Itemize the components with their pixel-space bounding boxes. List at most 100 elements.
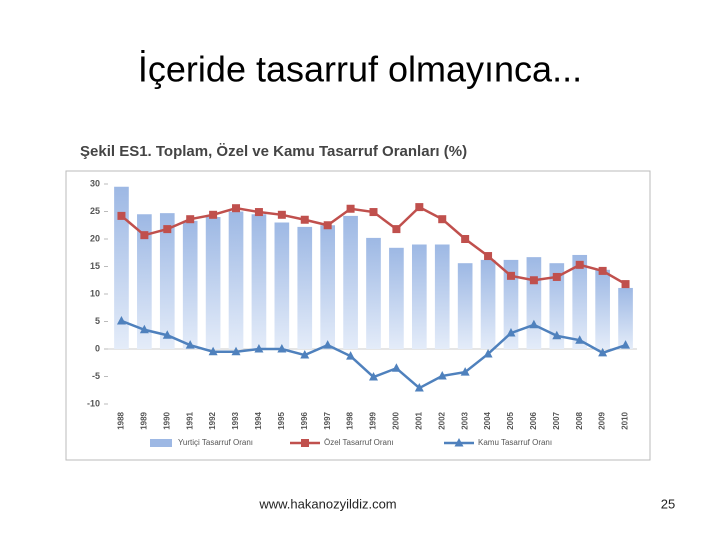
marker (529, 319, 539, 329)
marker (185, 340, 195, 349)
marker (369, 372, 378, 381)
bar (228, 211, 244, 349)
bar (526, 257, 542, 349)
x-tick-label: 1992 (208, 411, 217, 429)
marker (598, 347, 608, 357)
x-tick-label: 1999 (369, 411, 378, 429)
x-tick-label: 1991 (185, 411, 194, 429)
x-tick-label: 2002 (437, 411, 446, 429)
x-tick-label: 1989 (139, 411, 148, 429)
y-tick-label: 10 (90, 288, 100, 298)
marker (621, 280, 630, 289)
page-number: 25 (661, 496, 675, 511)
marker (391, 363, 401, 372)
marker (483, 348, 493, 358)
y-tick-label: 25 (90, 206, 100, 216)
marker (438, 215, 447, 224)
marker (277, 344, 287, 353)
x-tick-label: 1990 (162, 411, 171, 429)
marker (117, 211, 126, 220)
marker (392, 225, 401, 234)
bar (274, 222, 290, 349)
x-tick-label: 2010 (621, 411, 630, 429)
marker (162, 330, 172, 339)
y-tick-label: -5 (92, 371, 100, 381)
bar (389, 247, 404, 349)
marker (277, 210, 286, 219)
bar (297, 226, 313, 349)
x-tick-label: 2006 (529, 411, 538, 429)
bar (457, 263, 473, 349)
x-tick-label: 1988 (117, 411, 126, 429)
marker (186, 215, 195, 224)
marker (461, 235, 470, 243)
marker (415, 203, 424, 212)
bar (618, 287, 633, 349)
marker (139, 324, 149, 334)
marker (208, 346, 218, 356)
marker (232, 204, 241, 213)
y-tick-label: 30 (90, 178, 100, 188)
marker (484, 252, 493, 261)
marker (552, 272, 561, 281)
bar (137, 214, 152, 349)
y-tick-label: 20 (90, 233, 100, 243)
bar (434, 244, 450, 349)
marker (209, 210, 218, 219)
marker (300, 350, 310, 359)
bar (411, 244, 427, 349)
marker (506, 271, 515, 280)
slide-title: İçeride tasarruf olmayınca... (138, 49, 582, 90)
marker (598, 266, 607, 275)
x-tick-label: 2000 (392, 411, 401, 429)
legend-marker (454, 438, 464, 447)
y-tick-label: 0 (95, 343, 100, 353)
marker (575, 260, 584, 269)
marker (254, 344, 264, 353)
bar (549, 263, 565, 349)
bar (114, 186, 129, 349)
marker (346, 351, 356, 360)
marker (323, 340, 333, 349)
bar (343, 215, 358, 349)
legend-label: Özel Tasarruf Oranı (324, 438, 394, 447)
marker (552, 330, 562, 340)
bar (205, 217, 221, 349)
y-tick-label: 15 (90, 261, 100, 271)
x-tick-label: 1996 (300, 411, 309, 429)
bar (159, 213, 175, 349)
bar (366, 237, 381, 349)
bar (320, 225, 336, 349)
bar (251, 214, 267, 349)
marker (621, 340, 631, 349)
marker (163, 225, 172, 234)
x-tick-label: 1995 (277, 411, 286, 429)
x-tick-label: 2004 (483, 411, 492, 429)
marker (323, 221, 332, 230)
bar (595, 269, 610, 349)
legend-marker (301, 439, 309, 447)
marker (300, 215, 309, 224)
marker (437, 370, 447, 380)
x-tick-label: 1993 (231, 411, 240, 429)
bar (182, 220, 198, 349)
x-tick-label: 1994 (254, 411, 263, 429)
marker (529, 276, 538, 285)
legend-label: Kamu Tasarruf Oranı (478, 438, 552, 447)
x-tick-label: 2009 (598, 411, 607, 429)
marker (369, 208, 378, 217)
legend-label: Yurtiçi Tasarruf Oranı (178, 438, 253, 447)
marker (116, 315, 126, 325)
footer: www.hakanozyildiz.com (258, 496, 396, 511)
chart-title: Şekil ES1. Toplam, Özel ve Kamu Tasarruf… (80, 143, 467, 160)
marker (414, 383, 424, 392)
marker (231, 346, 241, 356)
marker (140, 231, 149, 240)
x-tick-label: 1998 (346, 411, 355, 429)
x-tick-label: 1997 (323, 411, 332, 429)
x-tick-label: 2008 (575, 411, 584, 429)
bar (503, 259, 519, 349)
marker (575, 335, 585, 344)
marker (460, 367, 470, 376)
